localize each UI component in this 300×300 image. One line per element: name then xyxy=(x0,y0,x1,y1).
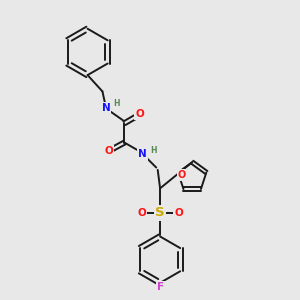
Text: O: O xyxy=(136,109,144,119)
Text: O: O xyxy=(178,170,186,180)
Text: O: O xyxy=(105,146,113,156)
Text: H: H xyxy=(113,99,120,108)
Text: H: H xyxy=(150,146,157,155)
Text: N: N xyxy=(139,149,147,160)
Text: N: N xyxy=(102,103,110,113)
Text: S: S xyxy=(155,206,165,219)
Text: O: O xyxy=(137,208,146,218)
Text: F: F xyxy=(157,282,164,292)
Text: O: O xyxy=(174,208,183,218)
